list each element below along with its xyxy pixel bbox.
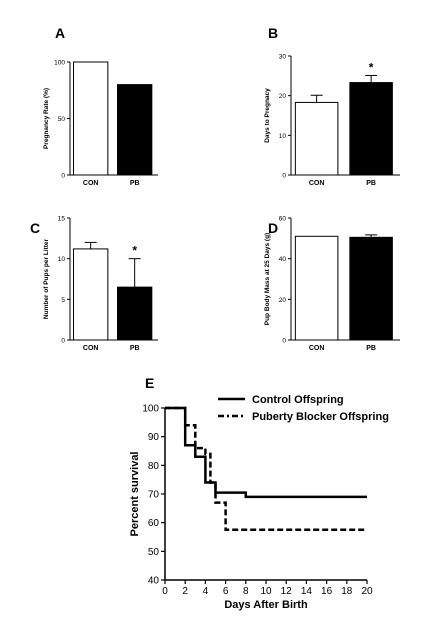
category-label: CON xyxy=(309,345,325,352)
legend-label: Puberty Blocker Offspring xyxy=(252,411,389,423)
y-tick-label: 0 xyxy=(282,173,286,180)
bar-pb xyxy=(349,82,393,176)
y-tick-label: 20 xyxy=(279,297,287,304)
bar-pb xyxy=(349,236,393,341)
bar-con xyxy=(294,235,339,341)
y-axis-label: Pup Body Mass at 25 Days (g) xyxy=(264,233,271,325)
x-tick-label: 20 xyxy=(361,586,373,597)
x-axis-label: Days After Birth xyxy=(224,599,308,611)
category-label: CON xyxy=(83,180,99,187)
y-tick-label: 90 xyxy=(148,432,160,443)
x-tick-label: 14 xyxy=(301,586,313,597)
y-tick-label: 100 xyxy=(54,60,65,67)
y-tick-label: 60 xyxy=(279,216,287,223)
bar-con xyxy=(73,248,109,341)
y-tick-label: 5 xyxy=(61,297,65,304)
bar-con xyxy=(294,101,339,176)
y-tick-label: 0 xyxy=(282,338,286,345)
y-tick-label: 10 xyxy=(58,256,66,263)
y-tick-label: 50 xyxy=(148,547,160,558)
panel-c: C CON * PB 0 5 10 15 Number of Pups per Litter xyxy=(30,216,158,352)
x-tick-label: 8 xyxy=(243,586,249,597)
series-line-puberty-blocker xyxy=(165,406,367,532)
y-axis-label: Percent survival xyxy=(129,452,141,537)
panel-label: E xyxy=(145,375,154,391)
category-label: CON xyxy=(309,180,325,187)
y-axis-label: Pregnancy Rate (%) xyxy=(43,88,50,149)
y-tick-label: 30 xyxy=(279,54,287,61)
bar-con xyxy=(73,61,109,176)
x-tick-label: 2 xyxy=(182,586,188,597)
panel-d: D CON PB 0 20 40 60 Pup Body Mass at 25 Days (g… xyxy=(264,216,400,352)
y-tick-label: 40 xyxy=(148,576,160,587)
panel-label: C xyxy=(30,220,40,236)
category-label: CON xyxy=(83,345,99,352)
x-tick-label: 4 xyxy=(203,586,209,597)
category-label: PB xyxy=(366,180,376,187)
series-line-control xyxy=(165,406,367,499)
y-tick-label: 15 xyxy=(58,216,66,223)
panel-a: A CON PB 0 50 100 Pregnancy Rate (%) xyxy=(43,25,158,187)
x-tick-label: 16 xyxy=(321,586,333,597)
y-tick-label: 60 xyxy=(148,518,160,529)
y-tick-label: 20 xyxy=(279,93,287,100)
panel-label: B xyxy=(268,25,278,41)
y-tick-label: 100 xyxy=(142,404,159,415)
category-label: PB xyxy=(130,345,140,352)
panel-e: E 40 50 60 70 80 90 100 0 2 4 6 8 10 12 14 16 18 20 Percent… xyxy=(129,375,389,611)
category-label: PB xyxy=(366,345,376,352)
x-tick-label: 18 xyxy=(341,586,353,597)
x-tick-label: 0 xyxy=(162,586,168,597)
x-tick-label: 6 xyxy=(223,586,229,597)
y-axis-label: Number of Pups per Litter xyxy=(43,238,50,319)
y-tick-label: 0 xyxy=(61,173,65,180)
bar-pb xyxy=(117,84,153,176)
y-tick-label: 70 xyxy=(148,490,160,501)
legend-label: Control Offspring xyxy=(252,394,344,406)
x-tick-label: 10 xyxy=(260,586,272,597)
significance-marker: * xyxy=(369,60,374,74)
y-tick-label: 0 xyxy=(61,338,65,345)
x-tick-label: 12 xyxy=(281,586,293,597)
significance-marker: * xyxy=(132,244,137,258)
y-axis-label: Days to Pregnacy xyxy=(264,88,271,143)
y-tick-label: 80 xyxy=(148,461,160,472)
bar-pb xyxy=(117,286,153,341)
panel-b: B CON * PB 0 10 20 30 Days to Pregnacy xyxy=(264,25,400,187)
y-tick-label: 10 xyxy=(279,133,287,140)
panel-label: A xyxy=(55,25,65,41)
y-tick-label: 40 xyxy=(279,256,287,263)
category-label: PB xyxy=(130,180,140,187)
panel-label: D xyxy=(268,220,278,236)
y-tick-label: 50 xyxy=(58,116,66,123)
